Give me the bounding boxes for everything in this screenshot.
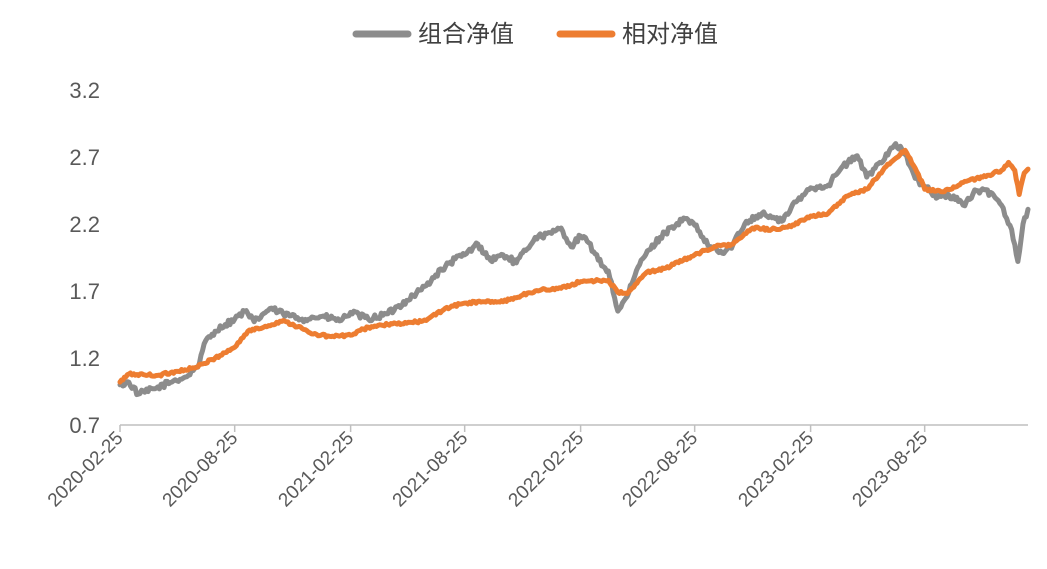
series-line-relative: [117, 147, 1031, 385]
legend-label-portfolio: 组合净值: [418, 21, 514, 48]
y-tick-label: 2.7: [69, 145, 100, 170]
x-tick-label: 2023-02-25: [735, 428, 819, 512]
y-tick-label: 1.2: [69, 346, 100, 371]
x-tick-label: 2021-02-25: [275, 428, 359, 512]
x-axis: 2020-02-25 2020-08-25 2021-02-25 2021-08-25…: [44, 424, 1028, 512]
x-tick-label: 2020-02-25: [44, 428, 128, 512]
y-tick-label: 3.2: [69, 78, 100, 103]
legend-label-relative: 相对净值: [622, 21, 718, 48]
x-tick-label: 2023-08-25: [849, 428, 933, 512]
y-tick-label: 0.7: [69, 413, 100, 438]
y-axis: 0.7 1.2 1.7 2.2 2.7 3.2: [69, 78, 100, 438]
x-tick-label: 2020-08-25: [159, 428, 243, 512]
y-tick-label: 1.7: [69, 279, 100, 304]
x-tick-label: 2022-02-25: [505, 428, 589, 512]
series-line-portfolio: [117, 141, 1031, 398]
series-layer: [117, 141, 1031, 398]
x-tick-label: 2021-08-25: [389, 428, 473, 512]
y-tick-label: 2.2: [69, 212, 100, 237]
x-tick-label: 2022-08-25: [619, 428, 703, 512]
legend: 组合净值 相对净值: [352, 21, 718, 48]
